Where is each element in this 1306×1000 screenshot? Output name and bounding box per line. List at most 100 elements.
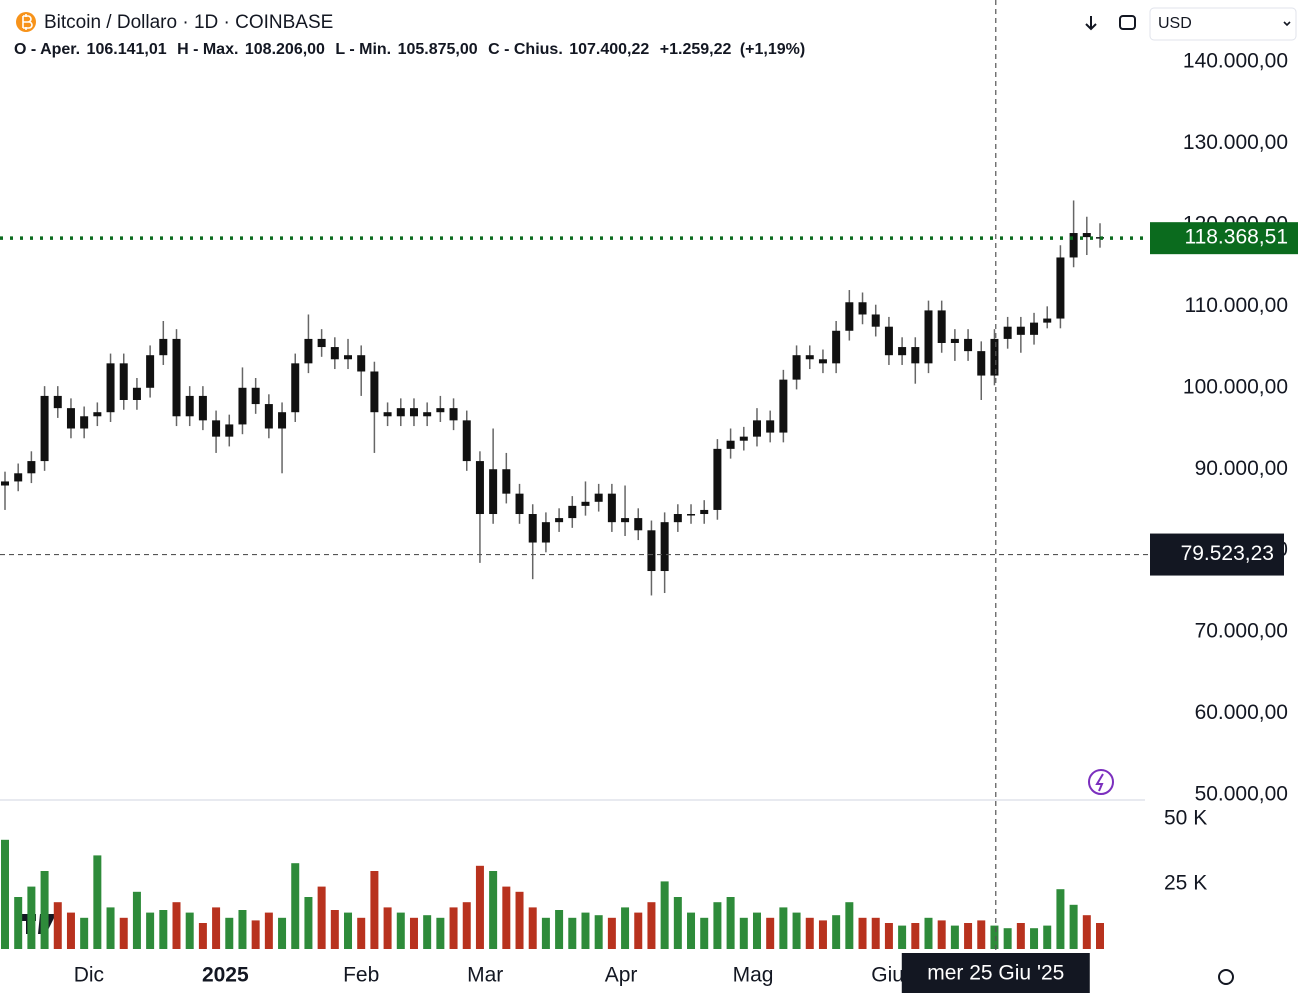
candle-body (977, 351, 986, 376)
volume-bar (937, 920, 946, 949)
currency-select[interactable]: USD (1149, 7, 1297, 41)
candle-body (330, 347, 339, 360)
candle-body (66, 408, 75, 429)
ohlc-legend: O - Aper. 106.141,01 H - Max. 108.206,00… (14, 41, 805, 58)
select-box[interactable] (1149, 7, 1297, 41)
volume-bar (264, 912, 273, 949)
candle-body (594, 493, 603, 502)
volume-bar (871, 917, 880, 949)
candle-body (291, 363, 300, 413)
last-price-box (1150, 222, 1298, 255)
candle-body (779, 379, 788, 433)
candle-body (898, 347, 907, 356)
volume-bar (185, 912, 194, 949)
volume-bar (792, 912, 801, 949)
volume-bar (344, 912, 353, 949)
candle-body (159, 338, 168, 356)
candle-body (634, 518, 643, 531)
candle-body (185, 395, 194, 417)
crosshair-date-label: mer 25 Giu '25 (927, 962, 1064, 985)
volume-bar (673, 897, 682, 949)
volume-tick-label: 50 K (1164, 807, 1207, 830)
candle-body (251, 387, 260, 405)
volume-bar (832, 915, 841, 949)
volume-bar (1069, 904, 1078, 949)
candle-body (14, 473, 23, 482)
candle-body (489, 469, 498, 515)
volume-bar (805, 917, 814, 949)
crosshair-date-box (901, 953, 1090, 993)
candle-body (357, 355, 366, 372)
y-tick-label: 90.000,00 (1195, 457, 1288, 480)
candle-body (871, 314, 880, 327)
candle-body (845, 302, 854, 331)
candle-body (396, 408, 405, 417)
settings-icon[interactable] (1218, 969, 1234, 985)
lightning-bolt (1095, 773, 1104, 792)
volume-bar (541, 917, 550, 949)
candle-body (304, 338, 313, 364)
volume-bar (515, 891, 524, 949)
chart-title: Bitcoin / Dollaro · 1D · COINBASE (44, 12, 333, 33)
candle-body (212, 420, 221, 437)
volume-bar (409, 917, 418, 949)
volume-bar (1056, 889, 1065, 949)
candle-body (1056, 257, 1065, 319)
candle-body (40, 395, 49, 462)
candle-body (423, 412, 432, 417)
candle-body (264, 404, 273, 429)
candle-body (911, 347, 920, 364)
volume-bar (555, 910, 564, 949)
volume-bar (1030, 928, 1039, 949)
candle-body (317, 338, 326, 348)
candle-body (700, 509, 709, 515)
ohlc-change-percent: (+1,19%) (740, 41, 805, 58)
volume-bar (581, 912, 590, 949)
candle-body (541, 522, 550, 543)
volume-bar (462, 902, 471, 949)
volume-bar (818, 920, 827, 949)
volume-bar (489, 871, 498, 949)
candle-body (436, 408, 445, 413)
volume-bar (14, 897, 23, 949)
y-tick-label: 130.000,00 (1183, 131, 1288, 154)
candle-body (1, 481, 9, 486)
y-tick-label: 70.000,00 (1195, 620, 1288, 643)
volume-bar (27, 886, 36, 949)
volume-bar (357, 917, 366, 949)
volume-bar (304, 897, 313, 949)
candle-body (687, 514, 696, 516)
candle-body (555, 518, 564, 523)
candle-body (950, 338, 959, 343)
candle-body (818, 359, 827, 364)
lightning-icon[interactable] (1088, 769, 1114, 795)
candle-body (528, 514, 537, 543)
volume-bar (238, 910, 247, 949)
select-arrow (1283, 21, 1291, 27)
volume-bar (502, 886, 511, 949)
candle-body (1016, 326, 1025, 335)
download-button[interactable] (1076, 8, 1106, 38)
volume-bar (212, 907, 221, 949)
candle-body (80, 416, 89, 429)
candle-body (225, 424, 234, 437)
volume-bar (106, 907, 115, 949)
refresh-button[interactable] (1112, 8, 1142, 38)
download-icon (1085, 16, 1097, 31)
candle-body (858, 302, 867, 315)
ohlc-value: 107.400,22 (569, 41, 649, 58)
volume-bar (53, 902, 62, 949)
candle-body (752, 420, 761, 437)
candle-body (990, 338, 999, 376)
volume-bar (634, 912, 643, 949)
refresh-icon (1119, 15, 1136, 30)
y-tick-label: 110.000,00 (1184, 294, 1288, 317)
button-bg[interactable] (1112, 8, 1142, 38)
candle-body (739, 436, 748, 441)
candle-body (502, 469, 511, 494)
x-tick-label: Feb (343, 964, 379, 987)
volume-bar (172, 902, 181, 949)
y-tick-label: 50.000,00 (1195, 783, 1288, 806)
volume-bar (950, 925, 959, 949)
